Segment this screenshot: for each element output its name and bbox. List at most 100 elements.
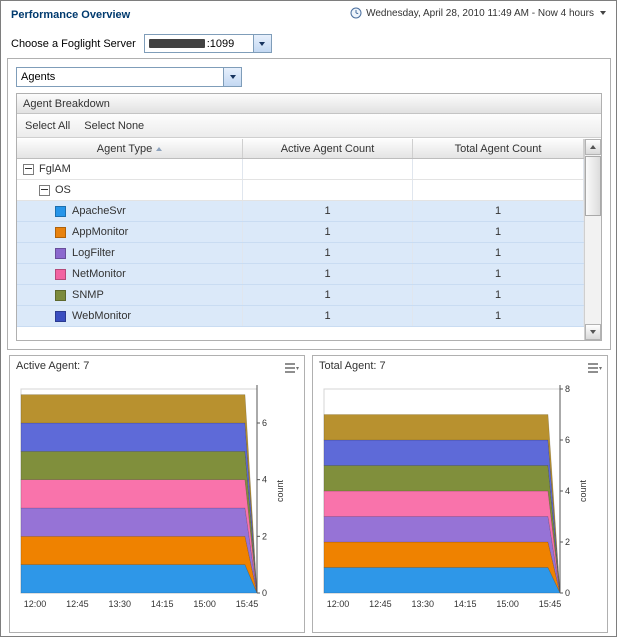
scroll-up-button[interactable]	[585, 139, 601, 155]
clock-icon	[350, 7, 362, 19]
vertical-scrollbar[interactable]	[584, 139, 601, 340]
column-label: Active Agent Count	[280, 142, 375, 155]
total-count-cell: 1	[413, 264, 584, 284]
agent-type-cell: OS	[17, 180, 243, 200]
time-range-selector[interactable]: Wednesday, April 28, 2010 11:49 AM - Now…	[350, 7, 606, 19]
chart-options-icon[interactable]	[588, 361, 602, 373]
svg-text:4: 4	[565, 486, 570, 496]
svg-text:14:15: 14:15	[454, 599, 477, 609]
svg-text:0: 0	[565, 588, 570, 598]
total-count-cell: 1	[413, 306, 584, 326]
server-address-redacted	[148, 39, 205, 48]
server-port-text: :1099	[206, 37, 235, 50]
total-count-cell: 1	[413, 201, 584, 221]
agent-type-cell: LogFilter	[17, 243, 243, 263]
svg-text:0: 0	[262, 588, 267, 598]
view-selector[interactable]: Agents	[16, 67, 242, 87]
chart-options-icon[interactable]	[285, 361, 299, 373]
agent-color-swatch	[55, 247, 66, 259]
active-count-cell: 1	[243, 243, 413, 263]
page-title: Performance Overview	[11, 9, 131, 21]
time-range-label: Wednesday, April 28, 2010 11:49 AM - Now…	[366, 7, 594, 19]
agent-color-swatch	[55, 289, 66, 301]
table-row-agent[interactable]: SNMP 1 1	[17, 285, 584, 306]
table-row-agent[interactable]: LogFilter 1 1	[17, 243, 584, 264]
agent-type-label: AppMonitor	[72, 226, 129, 238]
view-selector-value: Agents	[21, 71, 56, 83]
caret-down-icon	[600, 11, 606, 15]
svg-text:12:00: 12:00	[24, 599, 47, 609]
svg-text:6: 6	[565, 435, 570, 445]
svg-text:8: 8	[565, 384, 570, 394]
select-all-button[interactable]: Select All	[25, 119, 71, 132]
column-header-total-count[interactable]: Total Agent Count	[413, 139, 584, 158]
table-header-row: Agent Type Active Agent Count Total Agen…	[17, 139, 584, 159]
total-count-cell	[413, 159, 584, 179]
combo-arrow-icon[interactable]	[252, 35, 271, 52]
active-count-cell	[243, 159, 413, 179]
agent-type-cell: AppMonitor	[17, 222, 243, 242]
active-count-cell: 1	[243, 222, 413, 242]
svg-text:count: count	[275, 479, 285, 502]
tree-node-label: OS	[55, 184, 71, 196]
total-agent-chart: 0 2 4 6 8 count 12:00 12:45 13:30 14:15 15:00 15:45	[323, 384, 588, 609]
svg-text:12:45: 12:45	[66, 599, 89, 609]
svg-text:15:00: 15:00	[496, 599, 519, 609]
server-chooser-label: Choose a Foglight Server	[11, 37, 136, 50]
svg-text:4: 4	[262, 475, 267, 485]
scroll-thumb[interactable]	[585, 156, 601, 216]
svg-text:count: count	[578, 479, 588, 502]
column-header-active-count[interactable]: Active Agent Count	[243, 139, 413, 158]
agent-type-label: SNMP	[72, 289, 104, 301]
agent-color-swatch	[55, 268, 66, 280]
agent-type-label: ApacheSvr	[72, 205, 126, 217]
dashboard-panel: Agents Agent Breakdown Select All Select…	[7, 58, 611, 350]
column-label: Agent Type	[96, 142, 153, 155]
breakdown-table: Agent Type Active Agent Count Total Agen…	[17, 139, 601, 340]
sort-ascending-icon	[156, 146, 163, 151]
agent-color-swatch	[55, 310, 66, 322]
svg-text:13:30: 13:30	[412, 599, 435, 609]
tree-node-label: FglAM	[39, 163, 71, 175]
column-header-agent-type[interactable]: Agent Type	[17, 139, 243, 158]
agent-type-cell: FglAM	[17, 159, 243, 179]
table-row-agent[interactable]: WebMonitor 1 1	[17, 306, 584, 327]
active-count-cell: 1	[243, 285, 413, 305]
server-chooser: Choose a Foglight Server :1099	[11, 34, 272, 53]
active-agent-panel: Active Agent: 7 0 2 4 6 count 12:00 12:45 13:30…	[9, 355, 305, 633]
agent-type-cell: NetMonitor	[17, 264, 243, 284]
agent-type-cell: ApacheSvr	[17, 201, 243, 221]
agent-breakdown-panel: Agent Breakdown Select All Select None A…	[16, 93, 602, 341]
table-row-agent[interactable]: ApacheSvr 1 1	[17, 201, 584, 222]
collapse-icon[interactable]	[39, 184, 50, 196]
active-count-cell: 1	[243, 201, 413, 221]
select-none-button[interactable]: Select None	[84, 119, 145, 132]
table-row-agent[interactable]: NetMonitor 1 1	[17, 264, 584, 285]
agent-color-swatch	[55, 205, 66, 217]
agent-breakdown-title: Agent Breakdown	[17, 94, 601, 114]
active-count-cell: 1	[243, 264, 413, 284]
agent-type-cell: WebMonitor	[17, 306, 243, 326]
svg-text:12:45: 12:45	[369, 599, 392, 609]
server-select-value: :1099	[145, 35, 253, 52]
svg-text:6: 6	[262, 418, 267, 428]
collapse-icon[interactable]	[23, 163, 34, 175]
table-body: FglAM OS ApacheSvr 1 1 AppMonitor 1 1 LogFilter 1…	[17, 159, 584, 327]
agent-type-label: NetMonitor	[72, 268, 126, 280]
server-select[interactable]: :1099	[143, 34, 272, 53]
agent-type-cell: SNMP	[17, 285, 243, 305]
agent-type-label: LogFilter	[72, 247, 115, 259]
svg-text:15:45: 15:45	[539, 599, 562, 609]
chart-title: Total Agent: 7	[319, 360, 386, 372]
active-count-cell: 1	[243, 306, 413, 326]
table-row-fglam[interactable]: FglAM	[17, 159, 584, 180]
table-row-os[interactable]: OS	[17, 180, 584, 201]
chart-title: Active Agent: 7	[16, 360, 90, 372]
combo-arrow-icon[interactable]	[223, 68, 241, 86]
svg-text:15:00: 15:00	[193, 599, 216, 609]
table-row-agent[interactable]: AppMonitor 1 1	[17, 222, 584, 243]
scroll-down-button[interactable]	[585, 324, 601, 340]
total-agent-panel: Total Agent: 7 0 2 4 6 8 count 12:00 12:45 13:30…	[312, 355, 608, 633]
total-count-cell: 1	[413, 243, 584, 263]
